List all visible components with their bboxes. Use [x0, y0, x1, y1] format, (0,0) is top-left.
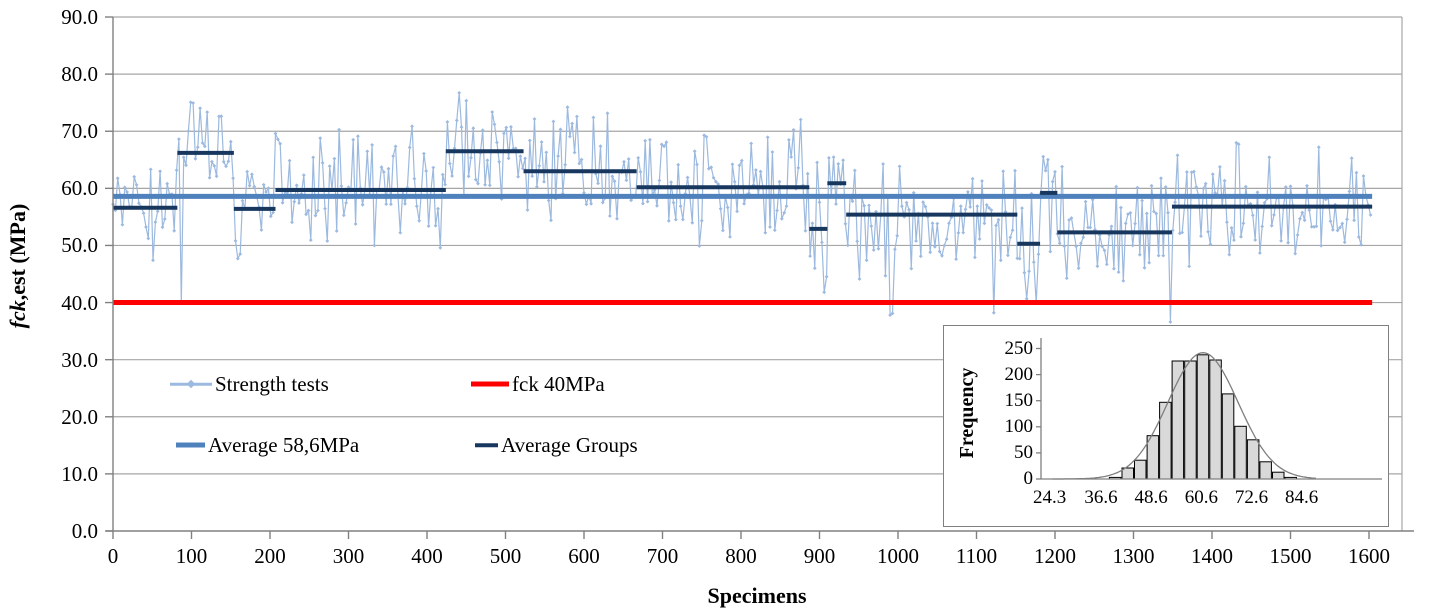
legend-item-strength-tests: Strength tests — [170, 371, 329, 397]
y-tick-label: 90.0 — [61, 5, 98, 29]
y-tick-label: 50.0 — [61, 233, 98, 258]
x-tick-label: 1100 — [955, 544, 998, 568]
x-tick-label: 700 — [646, 544, 679, 568]
x-tick-label: 1600 — [1348, 544, 1390, 568]
histogram-inset: Frequency 250 200 150 100 50 0 24.3 36.6 48.6 60… — [943, 325, 1389, 527]
inset-x-tick-label: 24.3 — [1032, 487, 1067, 508]
inset-y-tick-label: 100 — [1004, 415, 1034, 437]
x-tick-label: 1500 — [1269, 544, 1312, 568]
strength-tests-series — [111, 91, 1373, 324]
histogram-bars — [1108, 354, 1297, 480]
y-tick-label: 80.0 — [61, 62, 98, 87]
y-axis-title: fck,est (MPa) — [5, 135, 33, 397]
average-groups-segments — [113, 149, 1373, 246]
legend-item-average: Average 58,6MPa — [176, 432, 359, 458]
inset-x-tick-label: 36.6 — [1084, 487, 1118, 508]
inset-y-tick-label: 150 — [1004, 389, 1034, 411]
fck-line-marker-icon — [471, 379, 509, 389]
axes — [105, 16, 1414, 539]
inset-y-tick-label: 200 — [1004, 363, 1034, 385]
y-tick-label: 0.0 — [71, 519, 98, 543]
inset-y-axis-title: Frequency — [956, 367, 978, 459]
y-tick-label: 20.0 — [61, 404, 98, 429]
y-tick-label: 40.0 — [61, 290, 98, 315]
y-tick-label: 60.0 — [61, 176, 98, 201]
inset-x-tick-label: 60.6 — [1184, 487, 1218, 508]
histogram-plot — [1036, 338, 1382, 480]
inset-x-tick-label: 72.6 — [1234, 487, 1269, 508]
inset-y-tick-label: 0 — [1023, 468, 1034, 489]
legend-item-average-groups: Average Groups — [475, 432, 638, 458]
average-groups-marker-icon — [475, 440, 498, 450]
x-tick-label: 200 — [254, 544, 286, 568]
x-tick-label: 400 — [411, 544, 443, 568]
x-tick-label: 800 — [725, 544, 757, 568]
legend-label: fck 40MPa — [512, 371, 605, 396]
legend-item-fck-40mpa: fck 40MPa — [471, 371, 605, 397]
inset-axes — [1036, 338, 1382, 480]
x-axis-title: Specimens — [707, 583, 807, 608]
y-tick-label: 70.0 — [61, 119, 98, 144]
legend-label: Strength tests — [215, 371, 329, 396]
x-tick-label: 1200 — [1034, 544, 1076, 568]
inset-y-tick-label: 250 — [1004, 337, 1034, 359]
x-tick-label: 0 — [107, 544, 119, 568]
normal-curve — [1052, 352, 1316, 480]
inset-x-tick-label: 84.6 — [1285, 487, 1319, 508]
x-tick-label: 1400 — [1191, 544, 1233, 568]
y-tick-label: 30.0 — [61, 347, 98, 372]
legend-label: Average Groups — [501, 432, 638, 457]
x-tick-label: 900 — [803, 544, 836, 568]
x-tick-label: 1300 — [1112, 544, 1155, 568]
x-tick-label: 600 — [568, 544, 600, 568]
average-line-marker-icon — [176, 440, 205, 450]
x-tick-label: 500 — [489, 544, 522, 568]
strength-tests-marker-icon — [170, 379, 212, 389]
y-axis-title-rest: ,est (MPa) — [5, 203, 30, 301]
y-tick-label: 10.0 — [61, 461, 98, 486]
x-tick-label: 300 — [332, 544, 365, 568]
x-tick-label: 1000 — [877, 544, 919, 568]
inset-y-tick-label: 50 — [1014, 441, 1033, 463]
legend-label: Average 58,6MPa — [208, 432, 360, 457]
inset-x-tick-label: 48.6 — [1134, 487, 1168, 508]
y-axis-title-italic: fck — [5, 300, 30, 329]
x-tick-label: 100 — [175, 544, 208, 568]
